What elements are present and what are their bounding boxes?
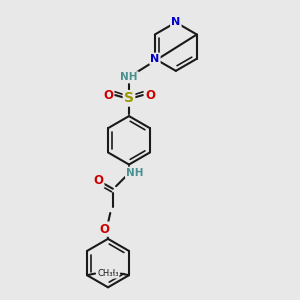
Text: S: S <box>124 91 134 105</box>
Text: CH₃: CH₃ <box>103 269 119 278</box>
Text: O: O <box>100 223 110 236</box>
Text: O: O <box>103 88 113 102</box>
Text: NH: NH <box>120 72 138 82</box>
Text: O: O <box>93 174 103 187</box>
Text: NH: NH <box>126 168 144 178</box>
Text: CH₃: CH₃ <box>97 269 112 278</box>
Text: O: O <box>145 88 155 102</box>
Text: N: N <box>150 54 160 64</box>
Text: N: N <box>171 17 181 27</box>
